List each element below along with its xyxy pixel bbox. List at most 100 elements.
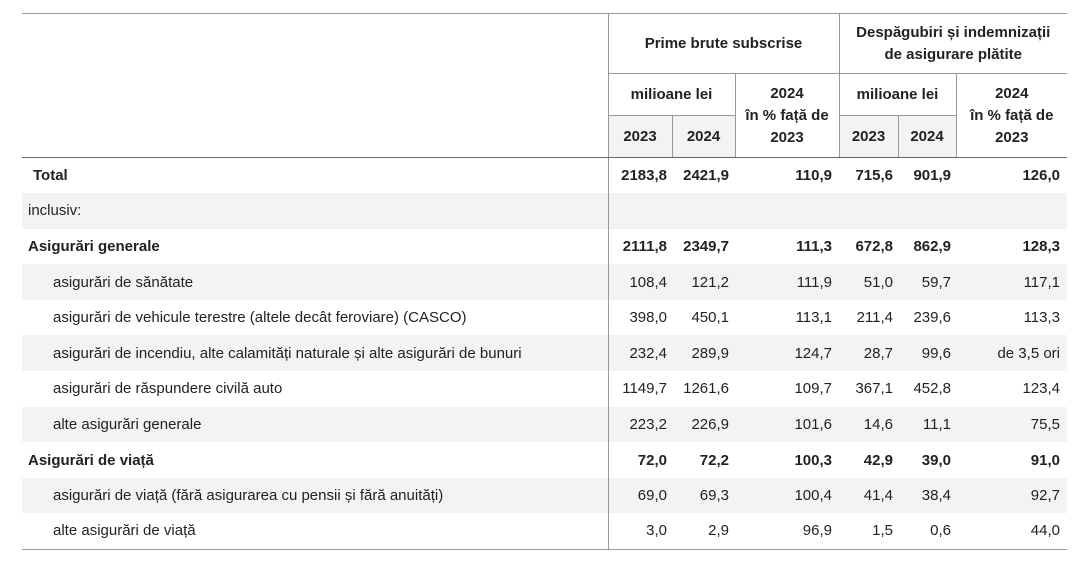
cell-value: 91,0 xyxy=(1030,451,1060,469)
cell-value xyxy=(839,193,898,229)
cell-value: 672,8 xyxy=(855,237,893,255)
cell-value: 211,4 xyxy=(856,309,893,327)
row-label: asigurări de viață (fără asigurarea cu p… xyxy=(22,477,609,514)
cell-value: 111,9 xyxy=(796,273,832,291)
cell-value: 2421,9 xyxy=(683,167,729,185)
header-group-premiums: Prime brute subscrise xyxy=(607,13,840,74)
cell-value: 452,8 xyxy=(913,380,951,398)
cell-value: 1149,7 xyxy=(622,380,667,398)
cell-value xyxy=(898,193,956,229)
cell-value: 862,9 xyxy=(913,237,951,255)
cell-value: 108,4 xyxy=(629,273,667,291)
header-year-2023: 2023 xyxy=(607,115,673,158)
row-label: asigurări de răspundere civilă auto xyxy=(22,371,609,407)
cell-value: 96,9 xyxy=(735,513,839,550)
cell-value: 398,0 xyxy=(629,309,667,327)
cell-value: 2,9 xyxy=(672,513,735,550)
cell-value: 123,4 xyxy=(1022,380,1060,398)
cell-value: 51,0 xyxy=(863,273,893,291)
cell-value: 239,6 xyxy=(913,309,951,327)
header-blank xyxy=(22,13,609,158)
row-label: inclusiv: xyxy=(22,193,609,229)
cell-value: 39,0 xyxy=(921,451,951,469)
cell-value xyxy=(956,193,1067,229)
cell-value xyxy=(608,193,672,229)
table-row: asigurări de sănătate 108,4 121,2 111,9 51,0… xyxy=(22,264,1067,300)
cell-value: 232,4 xyxy=(629,344,667,362)
row-label: alte asigurări generale xyxy=(22,406,609,443)
header-year-2024: 2024 xyxy=(897,115,957,158)
header-pct-claims: 2024 în % față de 2023 xyxy=(955,73,1067,158)
cell-value: 124,7 xyxy=(794,344,832,362)
cell-value: 101,6 xyxy=(794,415,832,433)
header-year-2023: 2023 xyxy=(838,115,899,158)
table-body: Total 2183,8 2421,9 110,9 715,6 901,9 126,0 inc… xyxy=(22,157,1067,550)
cell-value: 3,0 xyxy=(608,513,672,550)
cell-value: 110,9 xyxy=(795,167,832,185)
cell-value: 69,3 xyxy=(699,487,729,505)
cell-value: 226,9 xyxy=(691,415,729,433)
cell-value: 1,5 xyxy=(839,513,898,550)
cell-value: 11,1 xyxy=(922,415,951,433)
row-label: asigurări de incendiu, alte calamități n… xyxy=(22,335,609,372)
header-unit-premiums: milioane lei xyxy=(607,73,736,116)
cell-value: 92,7 xyxy=(1030,487,1060,505)
cell-value: 117,1 xyxy=(1023,273,1060,291)
table-header: Prime brute subscrise Despăgubiri și ind… xyxy=(22,13,1067,158)
cell-value: 75,5 xyxy=(1030,415,1060,433)
cell-value: 69,0 xyxy=(637,487,667,505)
cell-value: 1261,6 xyxy=(683,380,729,398)
cell-value: de 3,5 ori xyxy=(997,344,1060,362)
cell-value: 72,2 xyxy=(699,451,729,469)
table-row: Asigurări generale 2111,8 2349,7 111,3 672,8… xyxy=(22,228,1067,265)
cell-value xyxy=(672,193,735,229)
cell-value: 41,4 xyxy=(863,487,893,505)
cell-value: 42,9 xyxy=(863,451,893,469)
table-row: asigurări de vehicule terestre (altele d… xyxy=(22,299,1067,336)
cell-value: 450,1 xyxy=(691,309,729,327)
cell-value: 223,2 xyxy=(629,415,667,433)
row-label: asigurări de vehicule terestre (altele d… xyxy=(22,299,609,336)
cell-value: 901,9 xyxy=(913,167,951,185)
cell-value: 59,7 xyxy=(921,273,951,291)
table-row: Total 2183,8 2421,9 110,9 715,6 901,9 126,0 xyxy=(22,157,1067,194)
cell-value: 289,9 xyxy=(691,344,729,362)
cell-value: 38,4 xyxy=(921,487,951,505)
pct-line: 2023 xyxy=(995,128,1029,146)
cell-value: 2349,7 xyxy=(683,237,729,255)
table-row: asigurări de incendiu, alte calamități n… xyxy=(22,335,1067,372)
pct-line: în % față de xyxy=(745,106,829,124)
cell-value: 715,6 xyxy=(855,167,893,185)
table-row: alte asigurări de viață 3,0 2,9 96,9 1,5 0,6 4… xyxy=(22,513,1067,550)
cell-value: 128,3 xyxy=(1022,237,1060,255)
cell-value: 0,6 xyxy=(898,513,956,550)
row-label: Asigurări de viață xyxy=(22,442,609,478)
cell-value: 2111,8 xyxy=(622,237,667,255)
cell-value: 99,6 xyxy=(921,344,951,362)
pct-line: 2024 xyxy=(770,84,804,102)
cell-value: 28,7 xyxy=(863,344,893,362)
cell-value: 44,0 xyxy=(956,513,1067,550)
cell-value: 121,2 xyxy=(691,273,729,291)
row-label: Total xyxy=(22,157,609,194)
cell-value: 100,4 xyxy=(794,487,832,505)
table-row: asigurări de viață (fără asigurarea cu p… xyxy=(22,477,1067,514)
header-unit-claims: milioane lei xyxy=(838,73,957,116)
pct-line: 2024 xyxy=(995,84,1029,102)
table-row: asigurări de răspundere civilă auto 1149,… xyxy=(22,371,1067,407)
cell-value: 2183,8 xyxy=(621,167,667,185)
table-row: alte asigurări generale 223,2 226,9 101,6 14… xyxy=(22,406,1067,443)
cell-value: 14,6 xyxy=(863,415,893,433)
header-year-2024: 2024 xyxy=(671,115,736,158)
cell-value: 113,3 xyxy=(1023,309,1060,327)
row-label: alte asigurări de viață xyxy=(22,513,609,550)
cell-value: 126,0 xyxy=(1022,167,1060,185)
cell-value xyxy=(735,193,839,229)
cell-value: 111,3 xyxy=(796,237,832,255)
row-label: Asigurări generale xyxy=(22,228,609,265)
header-group-claims: Despăgubiri și indemnizații de asigurare… xyxy=(838,13,1067,74)
insurance-table: Prime brute subscrise Despăgubiri și ind… xyxy=(22,13,1067,550)
table-row: Asigurări de viață 72,0 72,2 100,3 42,9 39,0 9… xyxy=(22,442,1067,478)
header-pct-premiums: 2024 în % față de 2023 xyxy=(734,73,840,158)
table-row: inclusiv: xyxy=(22,193,1067,229)
